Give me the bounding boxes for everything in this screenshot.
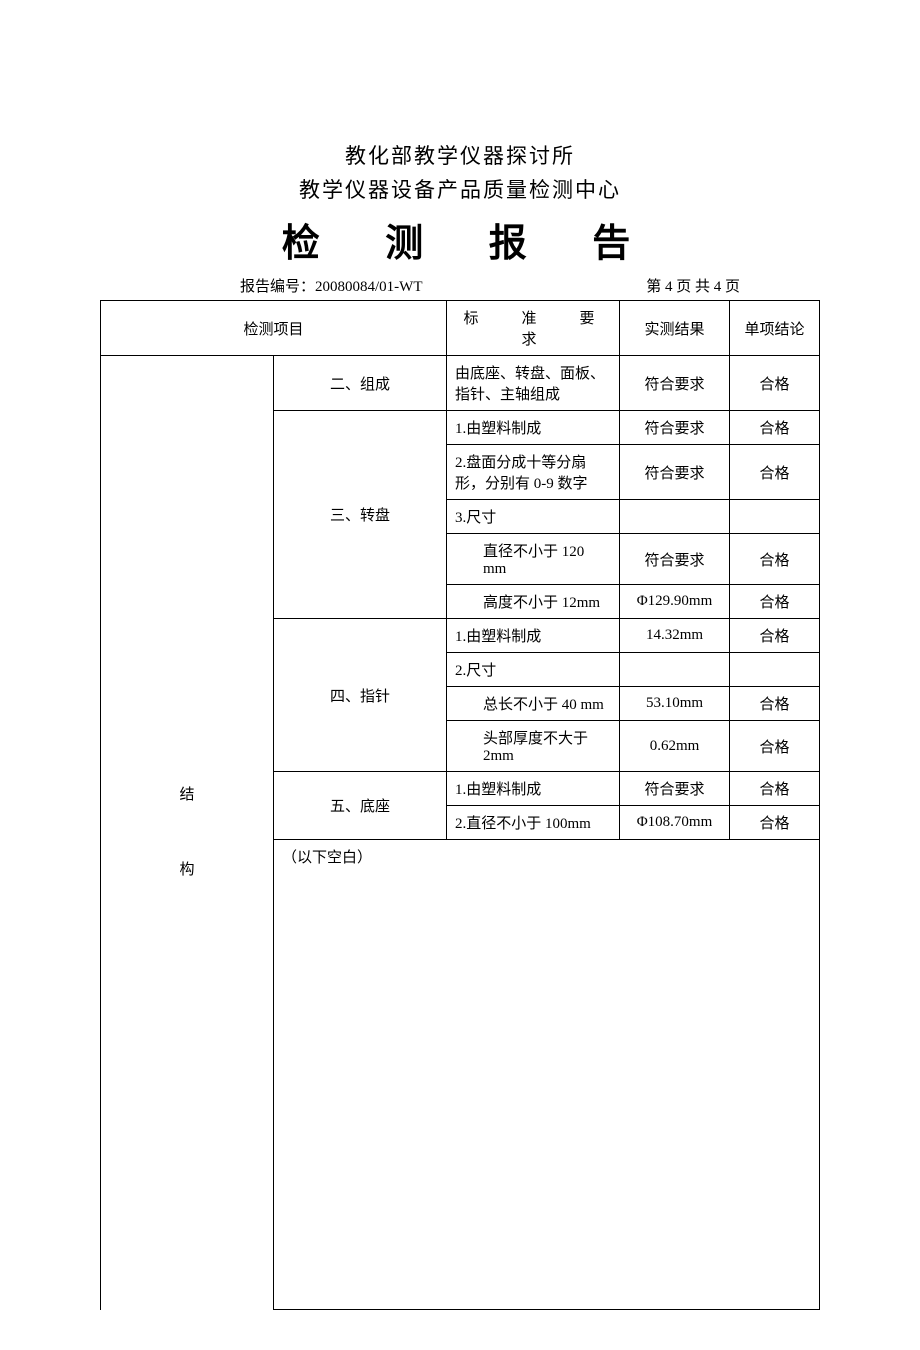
conclusion-cell: 合格 — [730, 806, 820, 840]
conclusion-cell: 合格 — [730, 772, 820, 806]
blank-note: （以下空白） — [282, 850, 372, 866]
standard-cell: 高度不小于 12mm — [447, 585, 620, 619]
standard-cell: 2.盘面分成十等分扇形，分别有 0-9 数字 — [447, 445, 620, 500]
conclusion-cell: 合格 — [730, 411, 820, 445]
org-line2: 教学仪器设备产品质量检测中心 — [100, 174, 820, 204]
category-cell: 五、底座 — [274, 772, 447, 840]
category-cell: 三、转盘 — [274, 411, 447, 619]
conclusion-cell: 合格 — [730, 356, 820, 411]
category-cell: 四、指针 — [274, 619, 447, 772]
conclusion-cell: 合格 — [730, 445, 820, 500]
meta-row: 报告编号：20080084/01-WT 第 4 页 共 4 页 — [100, 275, 820, 300]
result-cell: 符合要求 — [620, 411, 730, 445]
conclusion-cell: 合格 — [730, 585, 820, 619]
standard-cell: 头部厚度不大于 2mm — [447, 721, 620, 772]
conclusion-cell: 合格 — [730, 619, 820, 653]
result-cell: 符合要求 — [620, 772, 730, 806]
result-cell: Φ129.90mm — [620, 585, 730, 619]
result-cell: 符合要求 — [620, 445, 730, 500]
standard-cell: 2.尺寸 — [447, 653, 620, 687]
result-cell — [620, 500, 730, 534]
standard-cell: 3.尺寸 — [447, 500, 620, 534]
report-number-value: 20080084/01-WT — [315, 279, 422, 295]
result-cell: Φ108.70mm — [620, 806, 730, 840]
standard-cell: 2.直径不小于 100mm — [447, 806, 620, 840]
standard-cell: 1.由塑料制成 — [447, 619, 620, 653]
standard-cell: 总长不小于 40 mm — [447, 687, 620, 721]
conclusion-cell: 合格 — [730, 721, 820, 772]
result-cell: 0.62mm — [620, 721, 730, 772]
result-cell: 14.32mm — [620, 619, 730, 653]
header-standard: 标 准 要 求 — [447, 301, 620, 356]
org-line1: 教化部教学仪器探讨所 — [100, 140, 820, 170]
table-row: 结构 二、组成 由底座、转盘、面板、指针、主轴组成 符合要求 合格 — [101, 356, 820, 411]
category-cell: 二、组成 — [274, 356, 447, 411]
page-info: 第 4 页 共 4 页 — [646, 275, 780, 296]
result-cell — [620, 653, 730, 687]
table-header-row: 检测项目 标 准 要 求 实测结果 单项结论 — [101, 301, 820, 356]
header-item: 检测项目 — [101, 301, 447, 356]
report-title: 检 测 报 告 — [100, 212, 820, 267]
header-conclusion: 单项结论 — [730, 301, 820, 356]
group-structure: 结构 — [101, 356, 274, 1310]
result-cell: 符合要求 — [620, 356, 730, 411]
standard-cell: 由底座、转盘、面板、指针、主轴组成 — [447, 356, 620, 411]
report-number-label: 报告编号： — [240, 279, 315, 295]
report-number: 报告编号：20080084/01-WT — [240, 275, 646, 296]
standard-cell: 直径不小于 120 mm — [447, 534, 620, 585]
result-cell: 符合要求 — [620, 534, 730, 585]
conclusion-cell — [730, 653, 820, 687]
conclusion-cell: 合格 — [730, 687, 820, 721]
standard-cell: 1.由塑料制成 — [447, 772, 620, 806]
conclusion-cell: 合格 — [730, 534, 820, 585]
result-cell: 53.10mm — [620, 687, 730, 721]
header-result: 实测结果 — [620, 301, 730, 356]
conclusion-cell — [730, 500, 820, 534]
standard-cell: 1.由塑料制成 — [447, 411, 620, 445]
inspection-table: 检测项目 标 准 要 求 实测结果 单项结论 结构 二、组成 由底座、转盘、面板… — [100, 300, 820, 1310]
